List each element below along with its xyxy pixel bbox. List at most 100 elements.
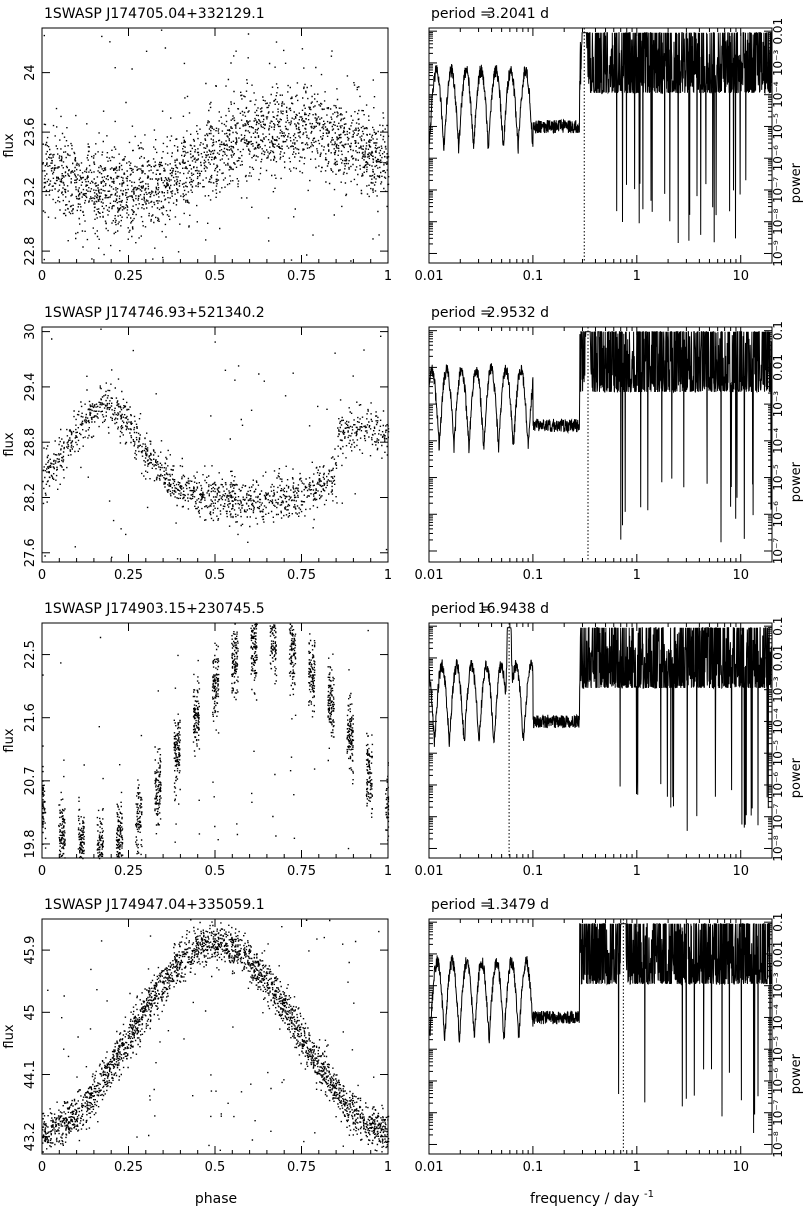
y-axis-label-flux: flux (2, 432, 17, 456)
power-tick-label: 10⁻⁷ (771, 1099, 785, 1126)
lightcurve-panel: 1SWASP J174746.93+521340.2 flux 0 0.25 0.5 0.… (2, 305, 392, 583)
lightcurve-row-3: 1SWASP J174903.15+230745.5 flux 0 0.25 0.5 0.… (2, 601, 804, 879)
period-readout: period =1.3479 d (431, 897, 549, 913)
power-tick-label: 10⁻⁷ (771, 177, 785, 204)
phase-tick-label: 0.5 (205, 269, 226, 284)
power-tick-label: 10⁻⁷ (771, 538, 785, 565)
lightcurve-point-cloud (42, 623, 390, 860)
frequency-tick-label: 0.01 (415, 864, 444, 879)
lightcurve-point-cloud (42, 919, 390, 1153)
x-axis-label-frequency: frequency / day -1 (530, 1189, 654, 1207)
lightcurve-points (42, 328, 390, 563)
periodogram-frame (428, 622, 773, 859)
flux-tick-label: 29.4 (23, 372, 38, 401)
power-tick-label: 0.01 (771, 18, 785, 45)
periodogram-panel: period =3.2041 d 0.01 0.1 1 10 10⁻⁹ 10⁻⁸ 10⁻⁷ 10… (415, 6, 804, 284)
flux-tick-label: 23.2 (23, 177, 38, 206)
phase-tick-label: 0.5 (205, 568, 226, 583)
period-readout: period =3.2041 d (431, 6, 549, 22)
phase-tick-label: 0.5 (205, 1160, 226, 1175)
lightcurve-panel: 1SWASP J174947.04+335059.1 flux 0 0.25 0.5 0.… (2, 897, 392, 1175)
frequency-tick-label: 0.1 (523, 864, 544, 879)
flux-tick-label: 27.6 (23, 538, 38, 567)
phase-tick-label: 1 (384, 864, 392, 879)
y-axis-label-flux: flux (2, 1024, 17, 1048)
power-tick-label: 10⁻⁵ (771, 740, 785, 767)
power-tick-label: 0.01 (771, 354, 785, 381)
y-axis-label-power: power (789, 162, 804, 203)
period-prefix: period = (431, 601, 492, 617)
flux-tick-label: 22.5 (23, 640, 38, 669)
frequency-tick-label: 1 (633, 269, 641, 284)
period-unit: d (536, 897, 549, 913)
phase-tick-label: 0.75 (287, 269, 316, 284)
phase-tick-label: 0.25 (114, 269, 143, 284)
power-tick-label: 10⁻⁶ (771, 501, 785, 528)
periodogram-panel: period =16.9438 d 0.01 0.1 1 10 10⁻⁸ 10⁻⁷ 10⁻⁶ 1… (415, 601, 804, 879)
y-axis-label-power: power (789, 461, 804, 502)
period-unit: d (536, 601, 549, 617)
power-tick-label: 10⁻⁵ (771, 464, 785, 491)
frequency-tick-label: 1 (633, 1160, 641, 1175)
power-tick-label: 10⁻⁸ (771, 835, 785, 862)
periodogram-frame (428, 27, 773, 264)
lightcurve-row-4: 1SWASP J174947.04+335059.1 flux 0 0.25 0.5 0.… (2, 897, 804, 1175)
periodogram-trace (428, 330, 773, 543)
flux-tick-label: 28.2 (23, 483, 38, 512)
power-tick-label: 10⁻⁵ (771, 1036, 785, 1063)
phase-tick-label: 0.75 (287, 1160, 316, 1175)
phase-tick-label: 0.25 (114, 1160, 143, 1175)
period-prefix: period = (431, 6, 492, 22)
power-tick-label: 10⁻³ (771, 972, 785, 999)
power-tick-label: 10⁻⁶ (771, 145, 785, 172)
flux-tick-label: 21.6 (23, 703, 38, 732)
flux-tick-label: 45.9 (23, 936, 38, 965)
x-axis-label-phase: phase (195, 1191, 237, 1207)
periodogram-frame (428, 918, 773, 1155)
periodogram-trace (428, 923, 773, 1134)
y-axis-label-power: power (789, 1053, 804, 1094)
phase-tick-label: 1 (384, 568, 392, 583)
frequency-tick-label: 0.1 (523, 269, 544, 284)
power-tick-label: 10⁻⁸ (771, 1131, 785, 1158)
lightcurve-frame (41, 622, 389, 859)
flux-tick-label: 19.8 (23, 829, 38, 858)
power-tick-label: 10⁻⁸ (771, 208, 785, 235)
flux-tick-label: 22.8 (23, 237, 38, 266)
lightcurve-points (42, 623, 390, 860)
lightcurve-point-cloud (42, 328, 390, 563)
flux-tick-label: 45 (23, 1004, 38, 1021)
frequency-tick-label: 1 (633, 568, 641, 583)
phase-tick-label: 0 (38, 1160, 46, 1175)
flux-tick-label: 28.8 (23, 428, 38, 457)
flux-tick-label: 20.7 (23, 766, 38, 795)
power-tick-label: 10⁻⁶ (771, 1068, 785, 1095)
power-tick-label: 0.1 (771, 321, 785, 340)
flux-tick-label: 44.1 (23, 1060, 38, 1089)
frequency-tick-label: 0.1 (523, 568, 544, 583)
lightcurve-title: 1SWASP J174746.93+521340.2 (44, 305, 265, 321)
power-tick-label: 10⁻⁴ (771, 708, 785, 735)
frequency-tick-label: 10 (732, 568, 749, 583)
frequency-tick-label: 1 (633, 864, 641, 879)
phase-tick-label: 1 (384, 269, 392, 284)
power-tick-label: 0.1 (771, 913, 785, 932)
period-value: 1.3479 (487, 897, 536, 913)
period-readout: period =2.9532 d (431, 305, 549, 321)
lightcurve-row-2: 1SWASP J174746.93+521340.2 flux 0 0.25 0.5 0.… (2, 305, 804, 583)
period-value: 16.9438 (478, 601, 536, 617)
lightcurve-title: 1SWASP J174947.04+335059.1 (44, 897, 265, 913)
y-axis-label-power: power (789, 757, 804, 798)
phase-tick-label: 0.25 (114, 864, 143, 879)
periodogram-panel: period =1.3479 d 0.01 0.1 1 10 10⁻⁸ 10⁻⁷ 10⁻⁶ 10… (415, 897, 804, 1175)
x-axis-label-frequency-main: frequency / day (530, 1191, 640, 1207)
period-value: 2.9532 (487, 305, 536, 321)
frequency-tick-label: 10 (732, 864, 749, 879)
power-tick-label: 10⁻³ (771, 391, 785, 418)
period-prefix: period = (431, 305, 492, 321)
period-unit: d (536, 6, 549, 22)
power-tick-label: 10⁻⁵ (771, 113, 785, 140)
power-tick-label: 0.01 (771, 645, 785, 672)
lightcurve-points (42, 29, 390, 262)
lightcurve-row-1: 1SWASP J174705.04+332129.1 flux 0 0.25 0.5 0.… (2, 6, 804, 284)
